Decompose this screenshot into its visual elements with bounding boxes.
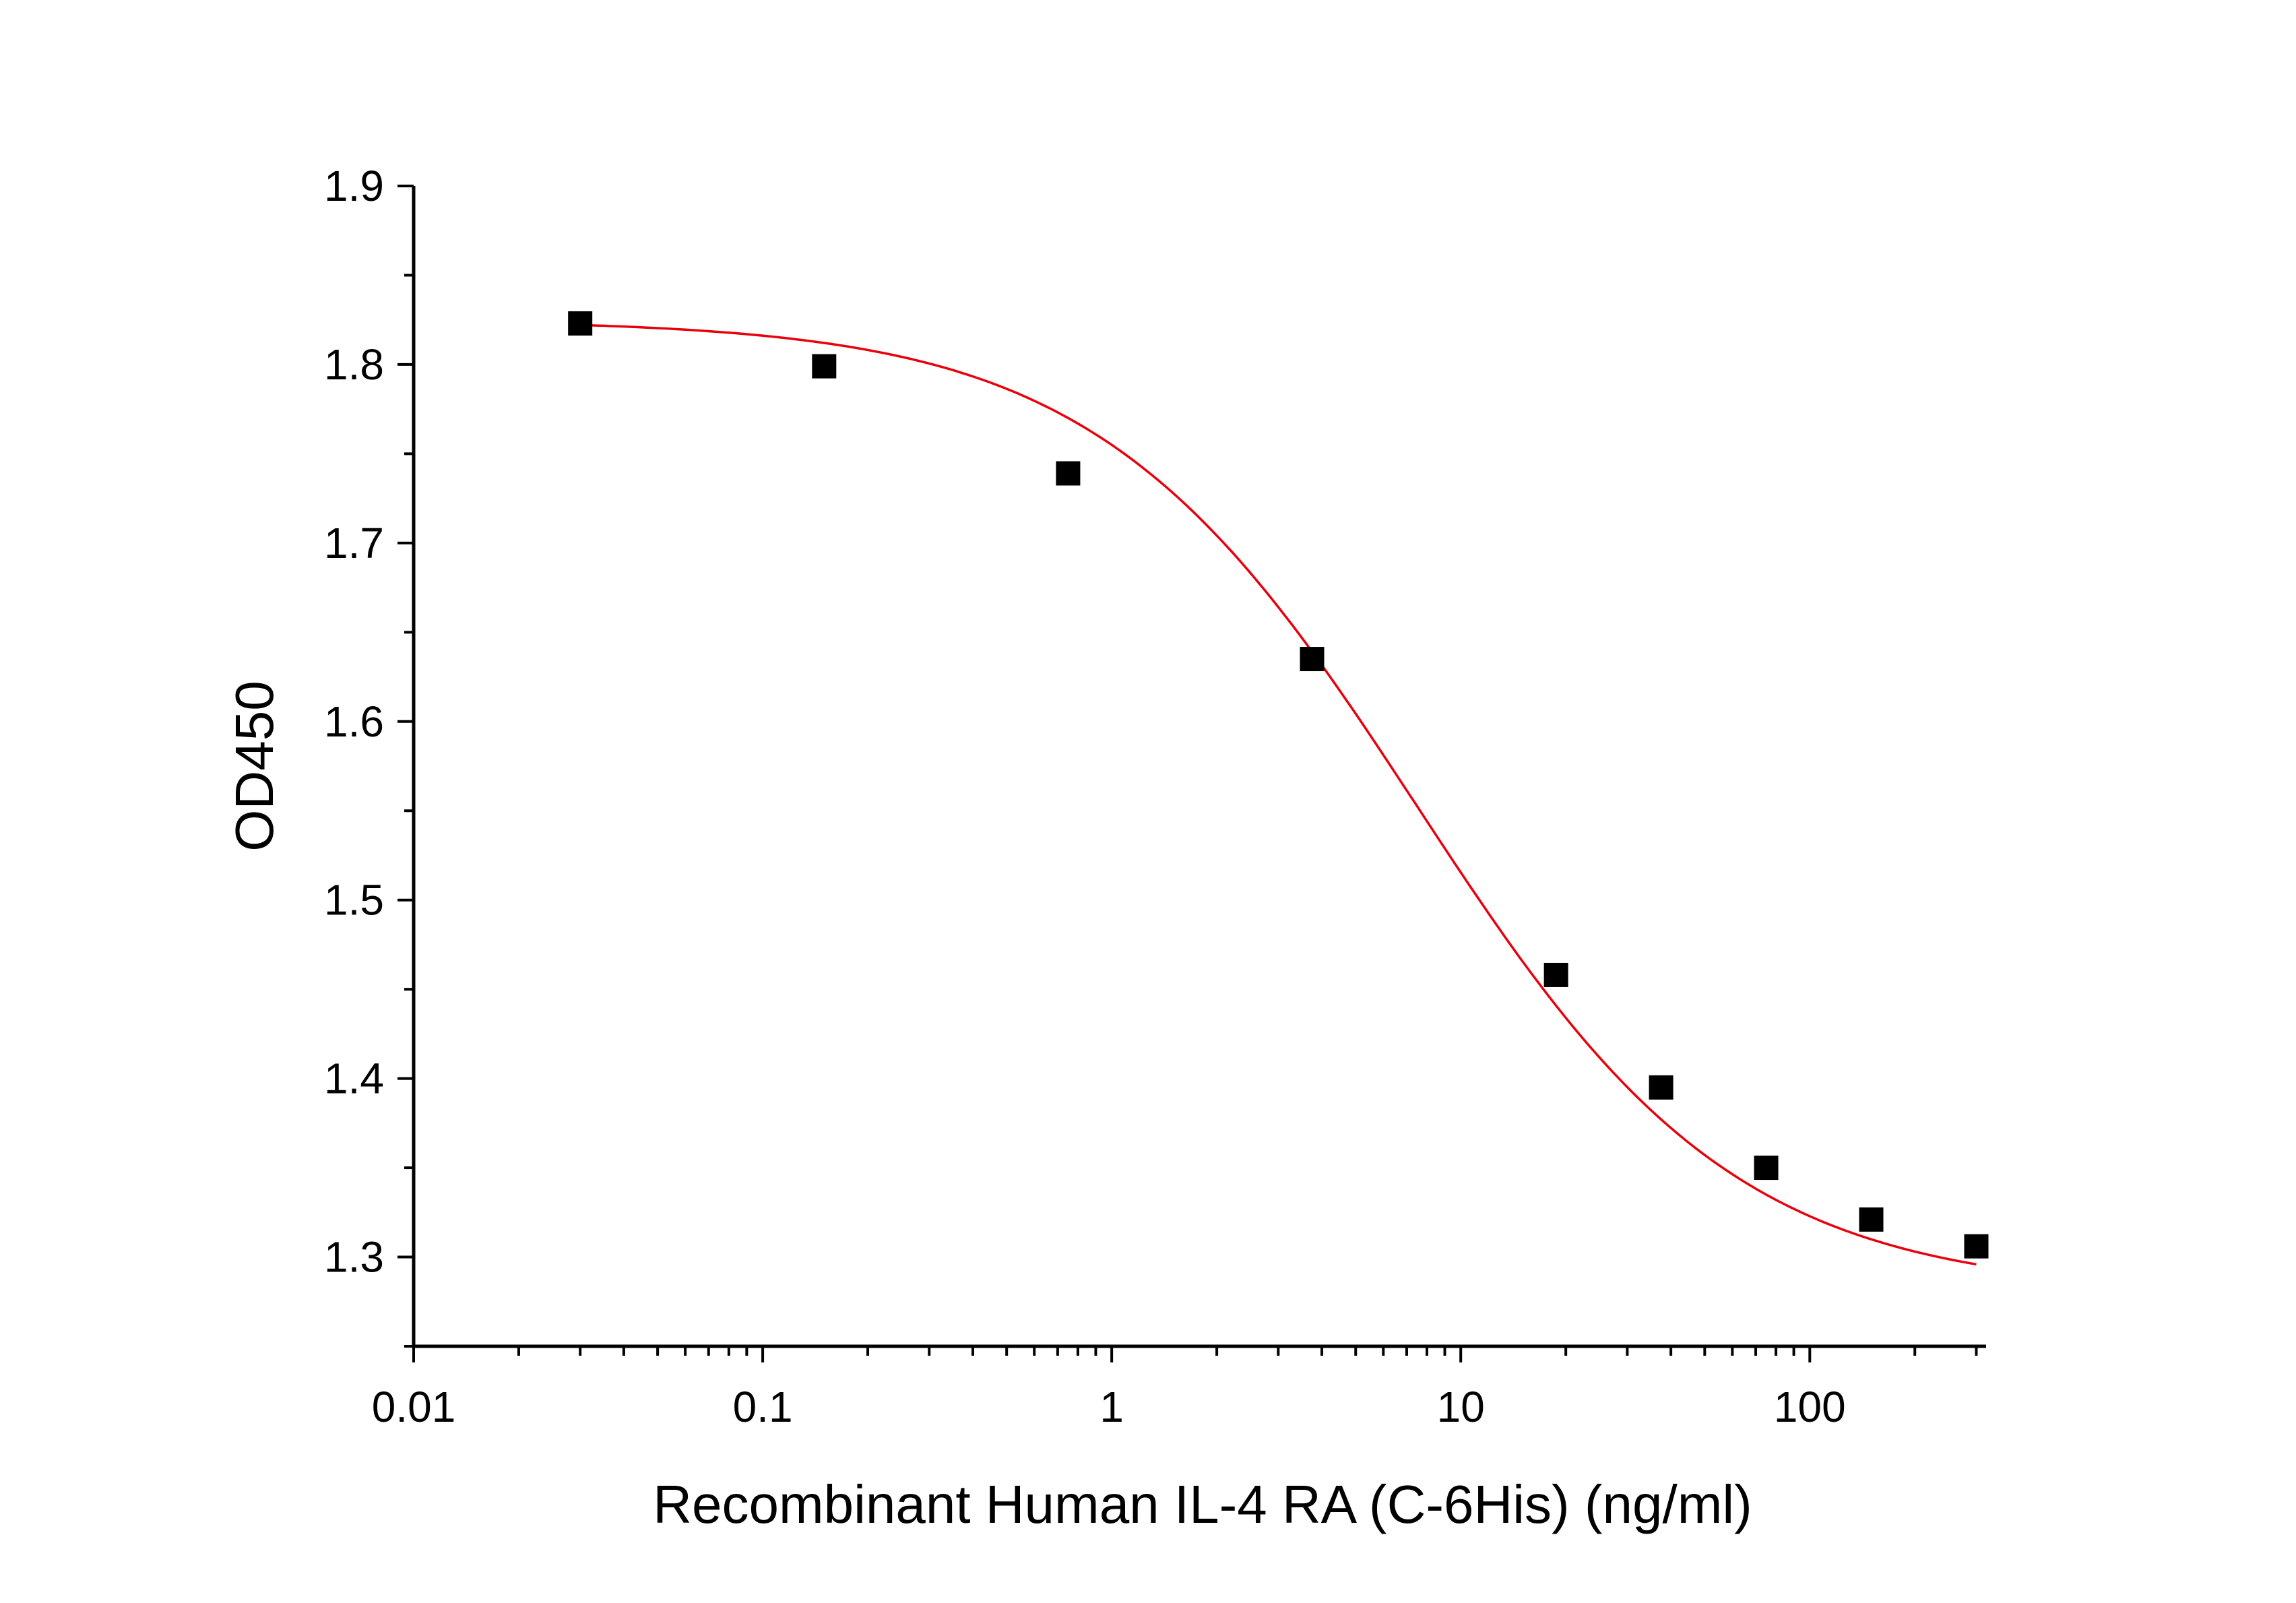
- data-point: [1964, 1234, 1989, 1259]
- plot-area: 1.3 1.4 1.5 1.6 1.7 1.8 1.9 0.01 0.1 1 10 100: [324, 162, 1989, 1431]
- x-axis-title: Recombinant Human IL-4 RA (C-6His) (ng/m…: [653, 1474, 1752, 1534]
- y-axis-title: OD450: [224, 681, 284, 851]
- data-points: [568, 311, 1989, 1259]
- y-tick-label: 1.7: [324, 519, 384, 567]
- x-tick-label: 0.1: [733, 1383, 793, 1431]
- x-tick-label: 1: [1099, 1383, 1124, 1431]
- data-point: [812, 354, 837, 379]
- x-tick-label: 0.01: [372, 1383, 456, 1431]
- y-tick-label: 1.5: [324, 876, 384, 924]
- data-point: [568, 311, 593, 336]
- y-tick-label: 1.9: [324, 162, 384, 210]
- x-tick-label: 10: [1437, 1383, 1485, 1431]
- y-tick-label: 1.6: [324, 697, 384, 746]
- data-point: [1543, 962, 1568, 987]
- data-point: [1300, 647, 1325, 672]
- y-tick-label: 1.4: [324, 1055, 384, 1103]
- y-tick-label: 1.8: [324, 340, 384, 389]
- data-point: [1754, 1156, 1779, 1181]
- y-axis-ticks: 1.3 1.4 1.5 1.6 1.7 1.8 1.9: [324, 162, 414, 1348]
- fit-curve: [580, 323, 1977, 1266]
- data-point: [1649, 1075, 1673, 1100]
- data-point: [1859, 1207, 1884, 1232]
- x-axis-ticks: 0.01 0.1 1 10 100: [372, 1346, 1978, 1431]
- data-point: [1056, 461, 1081, 486]
- x-tick-label: 100: [1774, 1383, 1846, 1431]
- y-tick-label: 1.3: [324, 1233, 384, 1282]
